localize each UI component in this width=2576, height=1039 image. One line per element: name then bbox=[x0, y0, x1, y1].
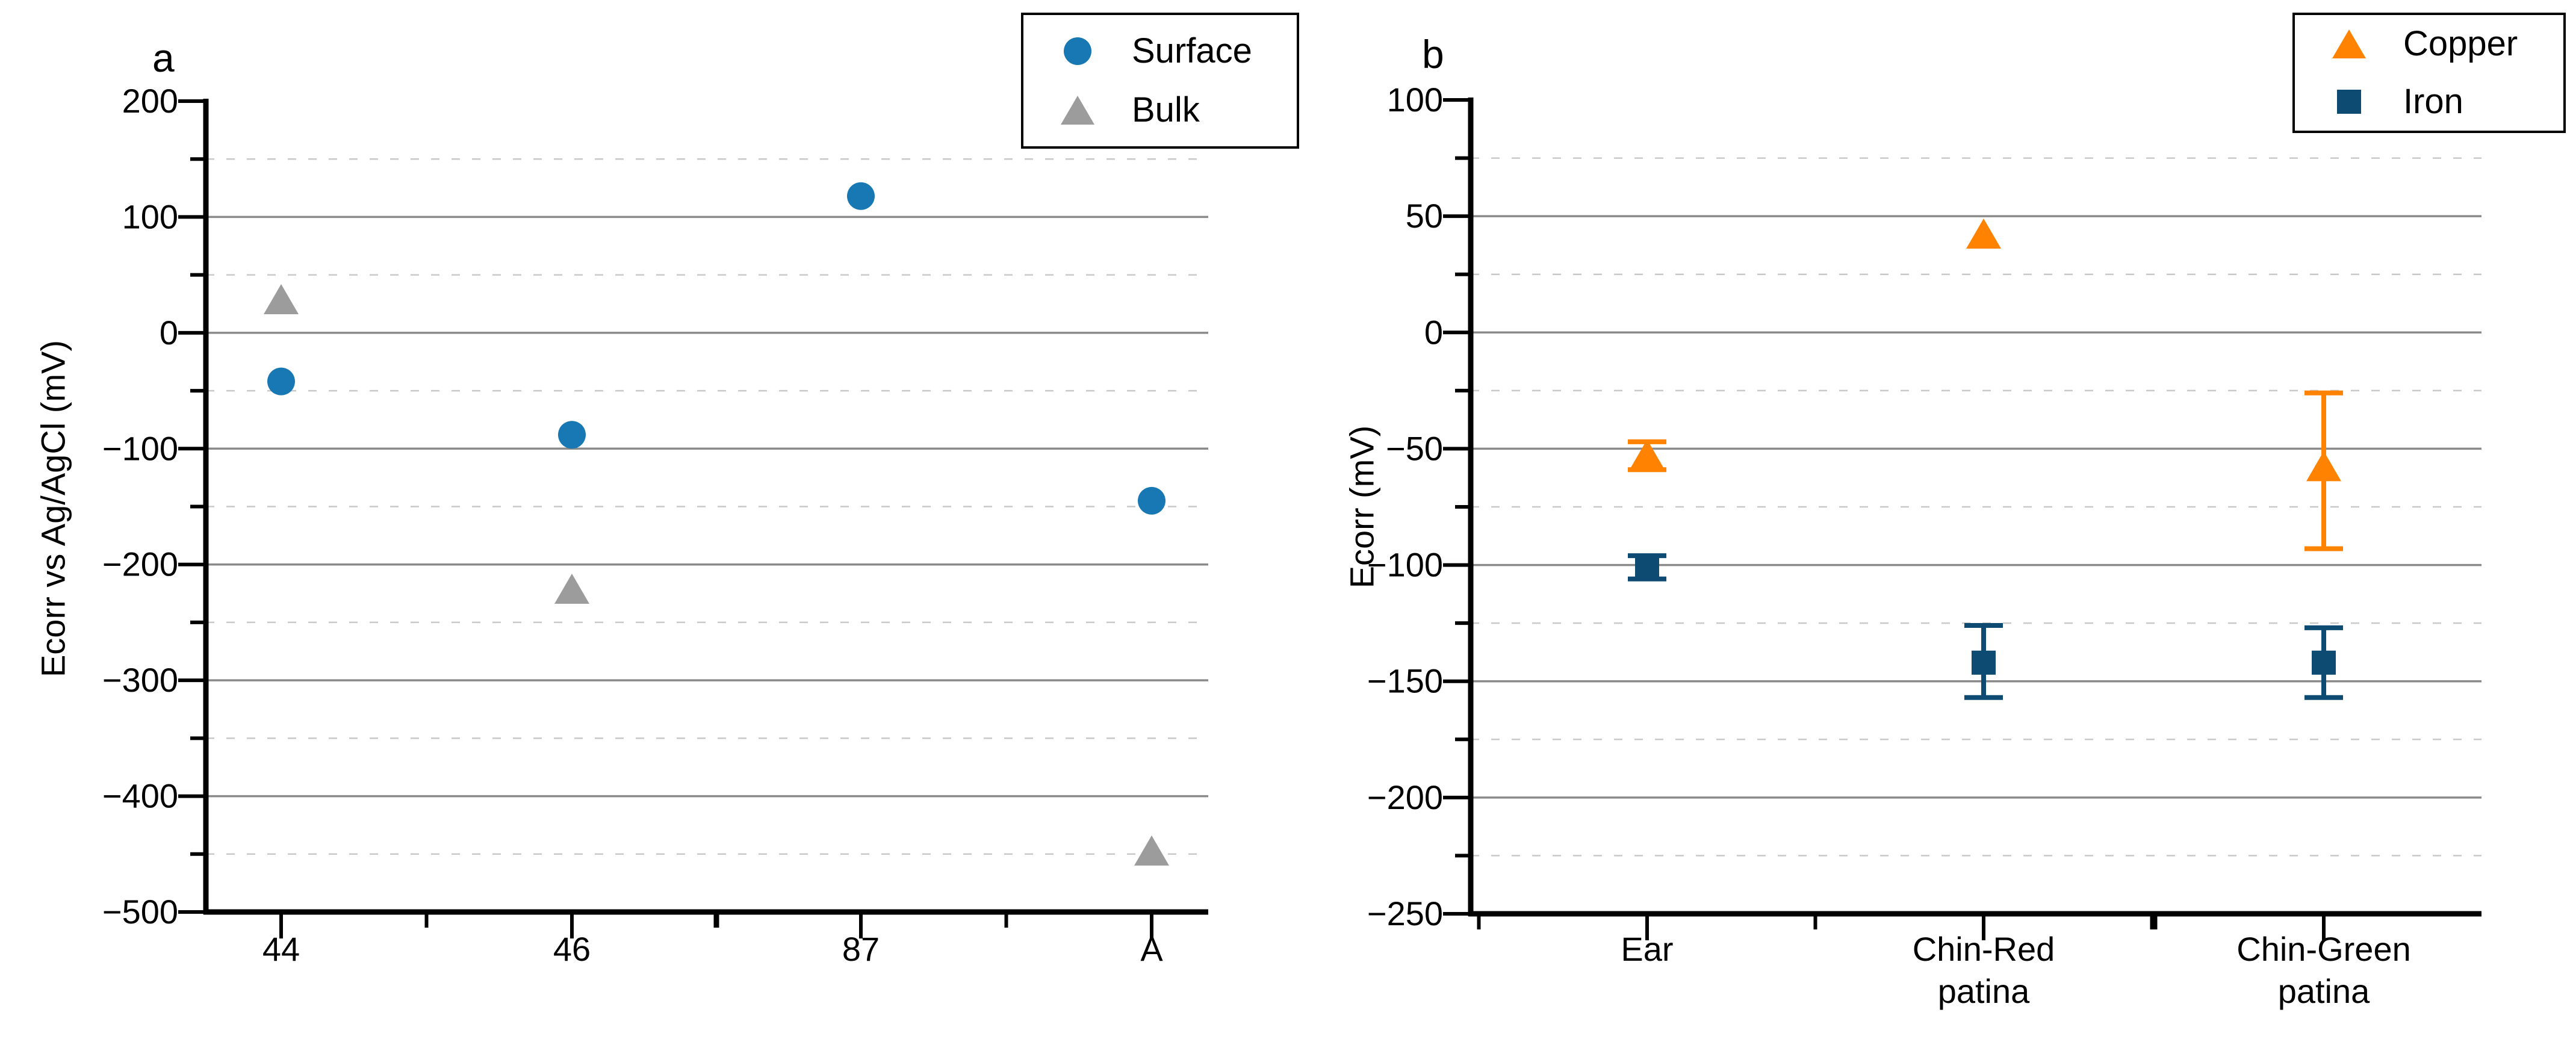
panel-a-gridlines bbox=[206, 158, 1208, 855]
legend-label-copper: Copper bbox=[2403, 24, 2518, 63]
svg-text:100: 100 bbox=[122, 197, 178, 235]
panel-a: 200 100 0 −100 −200 −300 −400 −500 44 46 87 A bbox=[102, 82, 1208, 968]
data-point-triangle bbox=[2306, 451, 2341, 482]
panel-b-letter: b bbox=[1422, 32, 1444, 76]
bulk-triangle-icon bbox=[1061, 96, 1094, 125]
panel-a-legend: Surface Bulk bbox=[1021, 13, 1299, 149]
panel-a-axes: 200 100 0 −100 −200 −300 −400 −500 44 46 87 A bbox=[102, 82, 1208, 968]
svg-text:patina: patina bbox=[2278, 972, 2370, 1010]
series-iron bbox=[1628, 553, 2343, 700]
svg-text:−150: −150 bbox=[1367, 662, 1443, 700]
legend-row-iron: Iron bbox=[2295, 73, 2563, 131]
data-point-circle bbox=[267, 367, 295, 395]
iron-square-icon bbox=[2337, 90, 2361, 114]
svg-text:0: 0 bbox=[1424, 313, 1443, 351]
svg-text:−100: −100 bbox=[1367, 546, 1443, 584]
data-point-circle bbox=[847, 182, 875, 210]
data-point-square bbox=[1635, 555, 1659, 580]
panel-b: 100 50 0 −50 −100 −150 −200 −250 Ear Chin-Red pati… bbox=[1367, 81, 2481, 1010]
panel-b-legend: Copper Iron bbox=[2292, 13, 2566, 133]
series-surface bbox=[267, 182, 1165, 515]
panel-a-y-axis-title: Ecorr vs Ag/AgCl (mV) bbox=[34, 340, 72, 678]
panel-b-gridlines bbox=[1471, 157, 2481, 857]
svg-text:50: 50 bbox=[1406, 197, 1443, 235]
legend-row-surface: Surface bbox=[1023, 22, 1297, 81]
data-point-triangle bbox=[1134, 835, 1169, 866]
data-point-square bbox=[2312, 650, 2336, 675]
legend-label-iron: Iron bbox=[2403, 82, 2463, 121]
data-point-triangle bbox=[264, 284, 299, 314]
surface-circle-icon bbox=[1064, 37, 1091, 65]
svg-text:Chin-Green: Chin-Green bbox=[2236, 930, 2410, 968]
svg-text:87: 87 bbox=[842, 930, 880, 968]
svg-text:Chin-Red: Chin-Red bbox=[1913, 930, 2055, 968]
copper-triangle-icon bbox=[2332, 29, 2366, 58]
legend-label-surface: Surface bbox=[1132, 31, 1252, 70]
svg-text:Ear: Ear bbox=[1621, 930, 1673, 968]
svg-text:−50: −50 bbox=[1386, 429, 1443, 467]
series-copper bbox=[1628, 219, 2343, 551]
svg-text:44: 44 bbox=[262, 930, 300, 968]
panel-a-letter: a bbox=[152, 36, 175, 80]
svg-text:−100: −100 bbox=[102, 429, 178, 467]
legend-row-copper: Copper bbox=[2295, 15, 2563, 73]
svg-text:A: A bbox=[1140, 930, 1163, 968]
data-point-square bbox=[1972, 650, 1996, 675]
svg-text:patina: patina bbox=[1938, 972, 2030, 1010]
svg-text:46: 46 bbox=[553, 930, 591, 968]
svg-text:−200: −200 bbox=[102, 545, 178, 583]
svg-text:−250: −250 bbox=[1367, 895, 1443, 932]
svg-text:−200: −200 bbox=[1367, 778, 1443, 816]
svg-text:200: 200 bbox=[122, 82, 178, 120]
svg-text:−400: −400 bbox=[102, 777, 178, 815]
svg-text:−300: −300 bbox=[102, 661, 178, 699]
data-point-circle bbox=[1138, 486, 1165, 515]
svg-text:100: 100 bbox=[1387, 81, 1443, 119]
data-point-triangle bbox=[1630, 439, 1665, 470]
series-bulk bbox=[264, 284, 1169, 866]
svg-text:−500: −500 bbox=[102, 893, 178, 931]
panel-b-y-axis-title: Ecorr (mV) bbox=[1342, 425, 1381, 589]
legend-label-bulk: Bulk bbox=[1132, 90, 1200, 129]
data-point-circle bbox=[558, 421, 586, 449]
data-point-triangle bbox=[554, 574, 589, 604]
panel-b-axes: 100 50 0 −50 −100 −150 −200 −250 Ear Chin-Red pati… bbox=[1367, 81, 2481, 1010]
svg-text:0: 0 bbox=[160, 314, 178, 352]
legend-row-bulk: Bulk bbox=[1023, 81, 1297, 140]
data-point-triangle bbox=[1966, 219, 2001, 249]
